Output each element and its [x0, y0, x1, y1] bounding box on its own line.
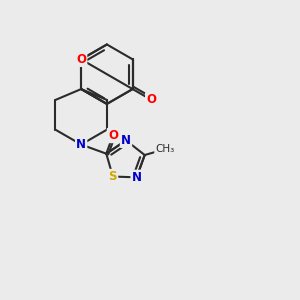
Text: S: S [109, 170, 117, 183]
Text: O: O [76, 53, 86, 66]
Text: O: O [108, 129, 118, 142]
Text: N: N [132, 171, 142, 184]
Text: O: O [146, 93, 156, 106]
Text: CH₃: CH₃ [155, 144, 174, 154]
Text: N: N [121, 134, 131, 147]
Text: N: N [76, 138, 86, 151]
